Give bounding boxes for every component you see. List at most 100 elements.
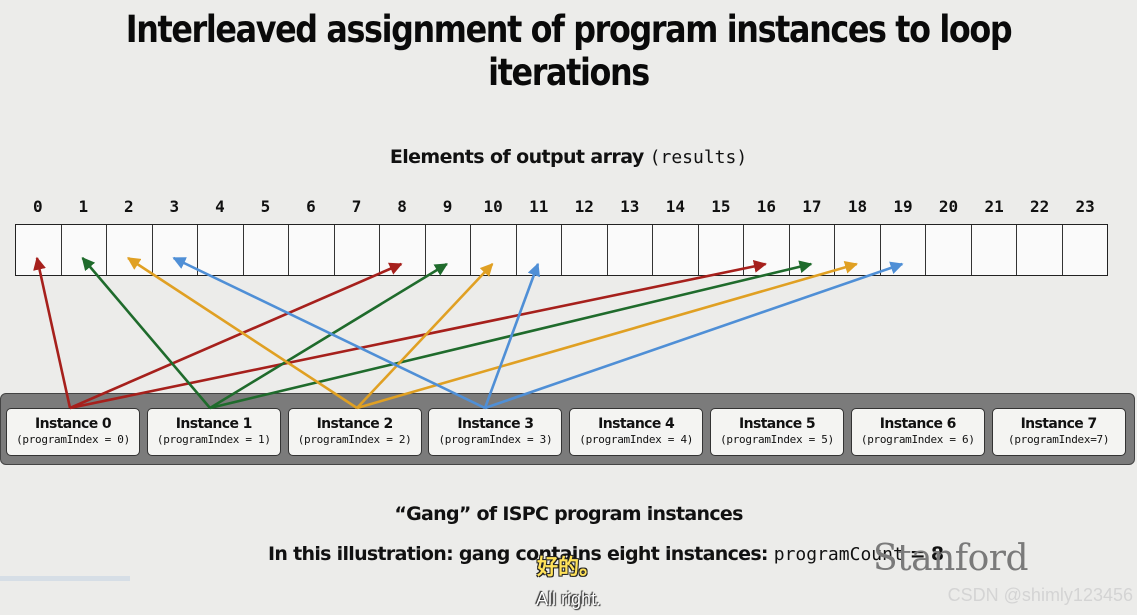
- array-index-label: 9: [442, 197, 453, 216]
- array-index-label: 13: [620, 197, 640, 216]
- subtitle-chinese: 好的。: [537, 555, 600, 579]
- array-cell: [926, 225, 972, 275]
- array-index-label: 0: [32, 197, 43, 216]
- instance-box: Instance 5 (programIndex = 5): [710, 408, 844, 456]
- array-cell: [244, 225, 289, 275]
- array-cell: [1017, 225, 1063, 275]
- instance-box: Instance 2 (programIndex = 2): [287, 408, 422, 456]
- instance-name: Instance 2: [316, 416, 394, 432]
- assignment-arrow: [33, 256, 72, 409]
- instance-box: Instance 6 (programIndex = 6): [850, 408, 985, 456]
- array-cell: [562, 225, 608, 275]
- array-cell: [790, 225, 835, 275]
- subtitle-english: All right.: [535, 589, 602, 609]
- assignment-arrow: [209, 260, 813, 410]
- csdn-watermark: CSDN @shimly123456: [947, 585, 1133, 605]
- instance-program-index: (programIndex = 3): [438, 433, 553, 446]
- assignment-arrow: [483, 262, 541, 409]
- array-index-label: 14: [665, 197, 685, 216]
- array-heading-code: (results): [649, 147, 748, 168]
- array-cell: [517, 225, 562, 275]
- gang-caption: “Gang” of ISPC program instances: [394, 503, 743, 525]
- array-index-label: 20: [938, 197, 959, 216]
- array-cell: [835, 225, 881, 275]
- instance-program-index: (programIndex = 6): [860, 433, 975, 446]
- instance-name: Instance 4: [598, 416, 675, 432]
- array-cell: [62, 225, 107, 275]
- array-cell: [744, 225, 790, 275]
- array-cell: [198, 225, 244, 275]
- array-cell: [16, 225, 62, 275]
- instance-name: Instance 6: [879, 416, 957, 432]
- video-progress-bar[interactable]: [0, 576, 130, 581]
- array-index-label: 3: [169, 197, 180, 216]
- array-cell: [335, 225, 380, 275]
- array-heading-text: Elements of output array: [389, 146, 650, 168]
- array-index-label: 6: [306, 197, 316, 216]
- instance-box: Instance 7 (programIndex=7): [991, 408, 1126, 456]
- array-index-label: 22: [1030, 197, 1050, 216]
- array-index-label: 15: [711, 197, 731, 216]
- assignment-arrow: [484, 261, 904, 410]
- array-index-label: 17: [802, 197, 822, 216]
- array-cell: [289, 225, 335, 275]
- array-index-label: 5: [260, 197, 271, 216]
- array-cell: [699, 225, 744, 275]
- array-cell: [653, 225, 699, 275]
- assignment-arrow: [69, 260, 767, 410]
- corner-logo-icon: [1101, 14, 1131, 36]
- assignment-arrow: [209, 262, 448, 410]
- instance-program-index: (programIndex=7): [1008, 433, 1110, 446]
- array-index-label: 7: [351, 197, 362, 216]
- array-cell: [471, 225, 517, 275]
- assignment-arrow: [126, 256, 358, 410]
- instance-program-index: (programIndex = 1): [156, 433, 271, 446]
- instance-name: Instance 5: [738, 416, 816, 432]
- array-index-label: 16: [756, 197, 777, 216]
- program-count-code: programCount: [773, 544, 904, 565]
- array-index-label: 18: [847, 197, 868, 216]
- array-index-label: 12: [574, 197, 594, 216]
- stanford-logo: Stanford: [873, 538, 1029, 579]
- instance-name: Instance 3: [457, 416, 534, 432]
- array-index-label: 4: [215, 197, 225, 216]
- array-index-label: 8: [397, 197, 407, 216]
- slide-title: Interleaved assignment of program instan…: [125, 8, 1013, 94]
- program-count-caption: In this illustration: gang contains eigh…: [268, 543, 944, 565]
- array-index-label: 10: [483, 197, 503, 216]
- program-count-suffix: = 8: [903, 543, 944, 565]
- array-index-label: 19: [893, 197, 913, 216]
- instance-box: Instance 0 (programIndex = 0): [6, 408, 140, 456]
- array-cell: [608, 225, 653, 275]
- instance-program-index: (programIndex = 4): [579, 433, 694, 446]
- array-cell: [426, 225, 471, 275]
- instance-program-index: (programIndex = 5): [720, 433, 834, 446]
- output-array: [15, 224, 1108, 276]
- instance-box: Instance 1 (programIndex = 1): [146, 408, 281, 456]
- array-cell: [107, 225, 153, 275]
- array-cell: [881, 225, 926, 275]
- assignment-arrow: [356, 263, 494, 409]
- instance-name: Instance 0: [34, 416, 112, 432]
- array-cell: [972, 225, 1017, 275]
- instance-name: Instance 1: [175, 416, 253, 432]
- array-index-label: 23: [1075, 197, 1095, 216]
- assignment-arrow: [69, 262, 403, 410]
- array-cell: [153, 225, 198, 275]
- instance-program-index: (programIndex = 0): [16, 433, 130, 446]
- array-index-label: 1: [78, 197, 89, 216]
- array-heading: Elements of output array (results): [0, 146, 1137, 168]
- array-cell: [380, 225, 426, 275]
- instance-box: Instance 3 (programIndex = 3): [428, 408, 563, 456]
- array-index-label: 2: [124, 197, 134, 216]
- assignment-arrow: [356, 260, 858, 410]
- array-index-label: 11: [529, 197, 549, 216]
- array-index-label: 21: [984, 197, 1004, 216]
- instance-program-index: (programIndex = 2): [297, 433, 412, 446]
- program-count-text: In this illustration: gang contains eigh…: [268, 543, 774, 565]
- instance-name: Instance 7: [1020, 416, 1098, 432]
- assignment-arrow: [172, 256, 486, 410]
- array-cell: [1063, 225, 1108, 275]
- instance-box: Instance 4 (programIndex = 4): [569, 408, 704, 456]
- assignment-arrow: [81, 257, 211, 409]
